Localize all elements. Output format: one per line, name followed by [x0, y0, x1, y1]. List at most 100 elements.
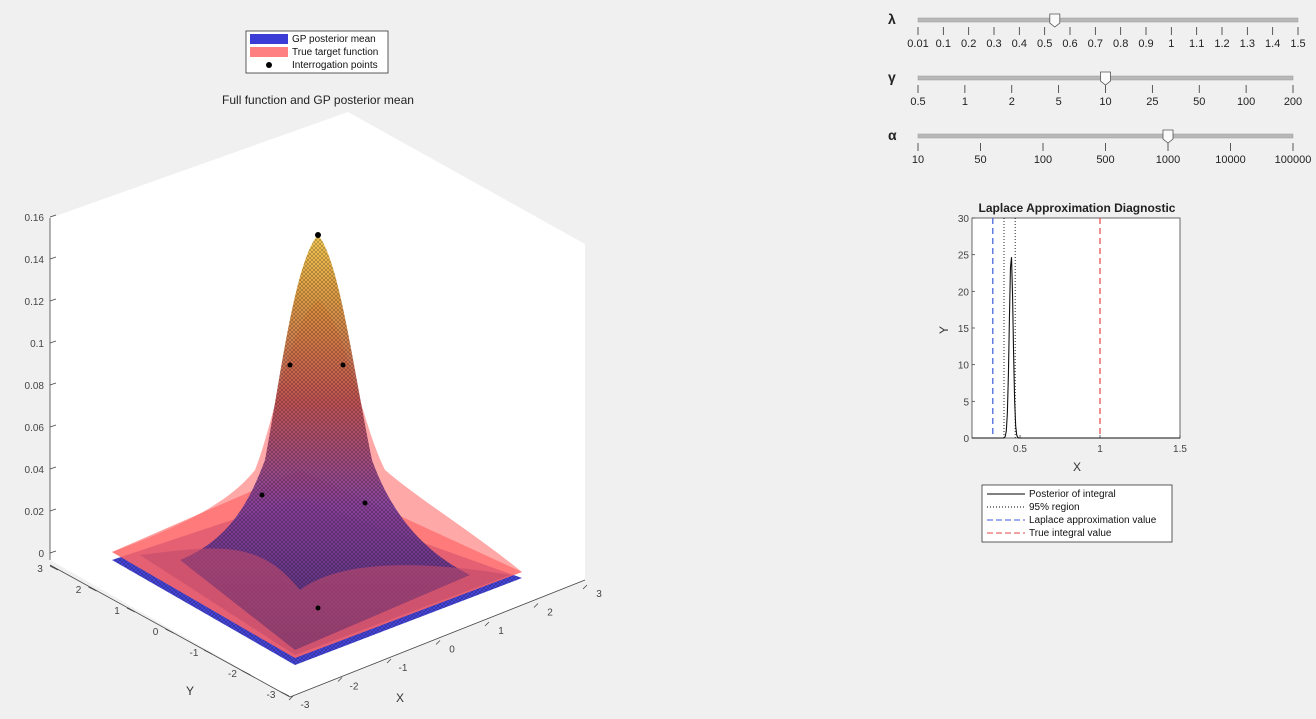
- slider-tick-label: 5: [1056, 96, 1062, 108]
- slider-tick-label: 1.1: [1189, 38, 1204, 50]
- slider-tick-label: 1000: [1156, 154, 1180, 166]
- x-tick: [533, 603, 539, 608]
- slider-tick-label: 0.1: [936, 38, 951, 50]
- slider-tick-label: 0.6: [1062, 38, 1077, 50]
- laplace-y-label: Y: [937, 326, 951, 334]
- legend-marker-points: [266, 62, 272, 68]
- slider-tick-label: 100000: [1275, 154, 1312, 166]
- z-tick-label: 0: [38, 549, 44, 560]
- surface-plot: 0 0.02 0.04 0.06 0.08 0.1 0.12 0.14 0.16 3 2 1 0 -1 -…: [25, 30, 602, 711]
- y-tick: [49, 565, 59, 571]
- x-tick: [337, 677, 343, 682]
- slider-tick-label: 10: [1099, 96, 1111, 108]
- laplace-legend-label: Laplace approximation value: [1029, 515, 1157, 526]
- slider-tick-label: 0.5: [1037, 38, 1052, 50]
- laplace-y-tick-label: 20: [958, 287, 970, 298]
- z-tick-label: 0.16: [25, 213, 45, 224]
- laplace-x-tick-label: 1: [1097, 444, 1103, 455]
- slider-tick-label: 100: [1034, 154, 1052, 166]
- slider-tick-label: 25: [1146, 96, 1158, 108]
- z-tick-label: 0.02: [25, 507, 45, 518]
- laplace-chart-title: Laplace Approximation Diagnostic: [979, 201, 1176, 215]
- z-tick: [49, 508, 57, 512]
- y-tick-label: -2: [228, 669, 237, 680]
- slider-thumb[interactable]: [1100, 71, 1111, 86]
- slider-tick-label: 100: [1237, 96, 1255, 108]
- y-tick: [280, 691, 290, 697]
- z-tick: [49, 256, 57, 260]
- x-tick: [582, 584, 588, 590]
- slider-panel: λ 0.01 0.1 0.2 0.3 0.4 0.5 0.6 0.7 0.8 0.9 1 1.1 1.2 1…: [880, 0, 1316, 180]
- x-tick: [386, 658, 392, 664]
- laplace-legend-label: 95% region: [1029, 502, 1080, 513]
- interrogation-points: [259, 232, 368, 611]
- x-tick-label: -2: [350, 682, 359, 693]
- legend-swatch-true: [250, 47, 288, 57]
- slider-thumb[interactable]: [1049, 13, 1061, 28]
- slider-track[interactable]: [917, 133, 1294, 139]
- slider-tick-label: 0.5: [910, 96, 925, 108]
- laplace-chart: Laplace Approximation Diagnostic 0 5 10 15 2…: [937, 201, 1187, 543]
- slider-tick-label: 200: [1284, 96, 1302, 108]
- y-tick: [88, 586, 97, 592]
- z-tick-label: 0.12: [25, 297, 45, 308]
- slider-tick-label: 1.5: [1290, 38, 1305, 50]
- y-tick: [126, 607, 136, 613]
- x-tick: [484, 621, 490, 627]
- z-tick: [49, 214, 57, 218]
- posterior-curve: [972, 257, 1180, 439]
- slider-tick-label: 1: [962, 96, 968, 108]
- z-tick-label: 0.06: [25, 423, 45, 434]
- z-tick-label: 0.1: [30, 339, 44, 350]
- legend-label-points: Interrogation points: [292, 60, 378, 71]
- slider-tick-label: 0.9: [1138, 38, 1153, 50]
- slider-tick-label: 0.4: [1012, 38, 1027, 50]
- x-tick: [288, 695, 294, 701]
- z-tick-label: 0.14: [25, 255, 45, 266]
- laplace-y-tick-label: 0: [963, 434, 969, 445]
- laplace-plot-area: [971, 217, 1181, 439]
- slider-tick-label: 1.2: [1214, 38, 1229, 50]
- x-tick-label: 0: [449, 645, 455, 656]
- slider-thumb[interactable]: [1162, 129, 1174, 144]
- z-tick: [49, 340, 57, 344]
- y-tick-label: -1: [190, 648, 199, 659]
- laplace-x-tick-label: 0.5: [1013, 444, 1027, 455]
- x-tick-label: -3: [301, 700, 310, 711]
- slider-tick-label: 500: [1096, 154, 1114, 166]
- slider-tick-label: 10000: [1215, 154, 1246, 166]
- x-tick-label: 1: [498, 626, 504, 637]
- y-axis-label: Y: [186, 684, 194, 698]
- slider-tick-label: 10: [912, 154, 924, 166]
- slider-tick-label: 0.7: [1088, 38, 1103, 50]
- slider-symbol: γ: [888, 69, 896, 85]
- y-tick-label: 0: [153, 627, 159, 638]
- slider-tick-label: 0.2: [961, 38, 976, 50]
- y-tick-label: -3: [267, 690, 276, 701]
- laplace-x-tick-label: 1.5: [1173, 444, 1187, 455]
- laplace-y-tick-label: 30: [958, 214, 970, 225]
- z-tick-label: 0.04: [25, 465, 45, 476]
- z-tick: [49, 424, 57, 428]
- slider-tick-label: 2: [1009, 96, 1015, 108]
- slider-track[interactable]: [917, 17, 1299, 23]
- surface-title: Full function and GP posterior mean: [222, 93, 414, 107]
- slider-tick-label: 50: [974, 154, 986, 166]
- slider-tick-label: 0.8: [1113, 38, 1128, 50]
- slider-tick-label: 1: [1168, 38, 1174, 50]
- z-tick: [49, 550, 57, 554]
- laplace-y-tick-label: 15: [958, 324, 970, 335]
- laplace-y-tick-label: 10: [958, 361, 970, 372]
- slider-tick-label: 1.3: [1240, 38, 1255, 50]
- y-tick: [165, 628, 174, 634]
- y-tick: [242, 670, 251, 676]
- x-tick-label: 2: [547, 608, 553, 619]
- legend-label-gp: GP posterior mean: [292, 34, 376, 45]
- slider-tick-label: 0.01: [907, 38, 928, 50]
- legend-swatch-gp: [250, 34, 288, 44]
- z-tick-label: 0.08: [25, 381, 45, 392]
- laplace-legend-label: Posterior of integral: [1029, 489, 1116, 500]
- x-tick-label: -1: [399, 663, 408, 674]
- slider-symbol: α: [888, 127, 897, 143]
- slider-tick-label: 50: [1193, 96, 1205, 108]
